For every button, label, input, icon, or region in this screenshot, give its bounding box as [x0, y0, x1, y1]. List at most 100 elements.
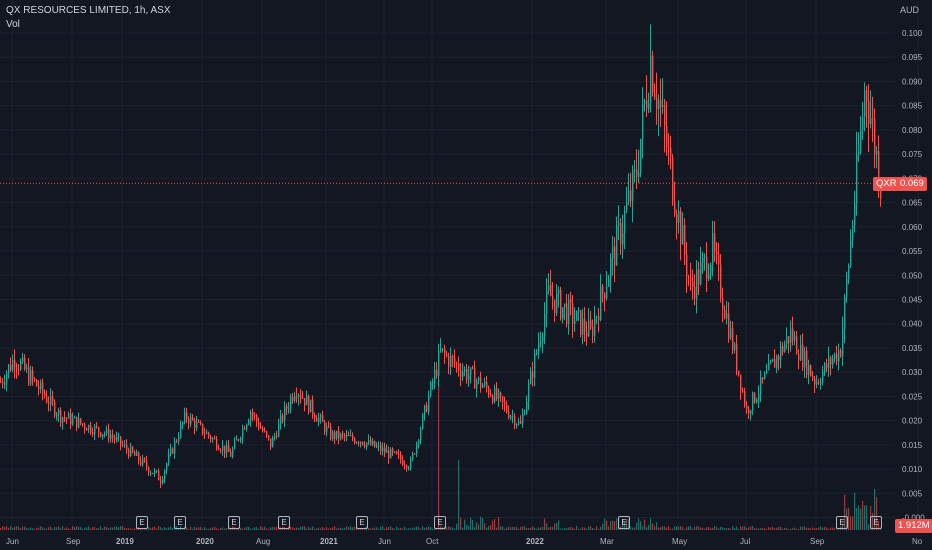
- candle-body: [702, 258, 704, 263]
- volume-bar: [598, 528, 600, 530]
- candle-body: [724, 309, 726, 319]
- candle-body: [96, 425, 98, 428]
- earnings-marker[interactable]: E: [174, 516, 186, 529]
- candle-body: [854, 203, 856, 226]
- candle-body: [110, 435, 112, 439]
- candle-body: [240, 437, 242, 441]
- earnings-marker[interactable]: E: [836, 516, 848, 529]
- time-axis: Jun Sep 2019 2020 Aug 2021 Jun Oct 2022 Mar May Jul…: [6, 537, 923, 546]
- candle-body: [330, 426, 332, 439]
- volume-bar: [744, 526, 746, 530]
- candle-body: [460, 371, 462, 377]
- x-tick-label: Jun: [378, 537, 391, 546]
- volume-bar: [76, 526, 78, 530]
- volume-bar: [678, 526, 680, 530]
- earnings-marker[interactable]: E: [228, 516, 240, 529]
- candle-body: [104, 433, 106, 435]
- candle-body: [768, 362, 770, 371]
- volume-bar: [804, 526, 806, 530]
- candle-body: [386, 450, 388, 453]
- volume-bar: [326, 527, 328, 530]
- volume-bar: [186, 527, 188, 530]
- candle-body: [518, 421, 520, 425]
- earnings-marker[interactable]: E: [434, 516, 446, 529]
- volume-bar: [46, 528, 48, 530]
- volume-bar: [134, 528, 136, 530]
- candle-body: [98, 427, 100, 433]
- candle-body: [336, 430, 338, 439]
- candle-body: [208, 432, 210, 436]
- candle-body: [326, 426, 328, 432]
- volume-bar: [496, 527, 498, 530]
- candle-body: [830, 357, 832, 365]
- volume-bar: [14, 526, 16, 530]
- candle-body: [22, 357, 24, 362]
- candle-body: [880, 189, 882, 200]
- volume-bar: [292, 527, 294, 530]
- candle-body: [772, 359, 774, 362]
- candle-body: [760, 377, 762, 394]
- candle-body: [198, 421, 200, 423]
- earnings-marker[interactable]: E: [278, 516, 290, 529]
- y-tick-label: 0.015: [902, 441, 923, 450]
- earnings-marker[interactable]: E: [356, 516, 368, 529]
- volume-bar: [726, 528, 728, 530]
- volume-bar: [322, 526, 324, 530]
- volume-bar: [164, 527, 166, 530]
- volume-bar: [790, 528, 792, 530]
- volume-bar: [850, 515, 852, 530]
- candle-body: [36, 380, 38, 387]
- volume-bar: [306, 528, 308, 530]
- volume-bar: [308, 526, 310, 530]
- volume-bar: [858, 505, 860, 530]
- volume-bar: [848, 507, 850, 530]
- candle-body: [446, 354, 448, 356]
- volume-bar: [162, 528, 164, 530]
- volume-bar: [336, 528, 338, 530]
- earnings-marker[interactable]: E: [618, 516, 630, 529]
- currency-label: AUD: [900, 5, 920, 15]
- candle-body: [872, 118, 874, 120]
- volume-bar: [192, 528, 194, 530]
- candle-body: [438, 350, 440, 377]
- volume-bar: [88, 526, 90, 530]
- volume-bar: [352, 527, 354, 530]
- volume-bar: [34, 528, 36, 530]
- candle-body: [234, 440, 236, 449]
- volume-bar: [456, 523, 458, 530]
- candle-body: [272, 437, 274, 448]
- candle-body: [428, 396, 430, 412]
- volume-bar: [802, 526, 804, 530]
- x-tick-label: 2020: [196, 537, 214, 546]
- volume-bar: [80, 527, 82, 530]
- volume-bar: [524, 526, 526, 530]
- volume-bar: [622, 518, 624, 530]
- volume-bar: [122, 526, 124, 530]
- volume-bar: [592, 528, 594, 530]
- volume-bar: [868, 524, 870, 530]
- candle-body: [246, 424, 248, 430]
- candle-body: [318, 417, 320, 422]
- volume-bar: [52, 528, 54, 530]
- volume-bar: [818, 527, 820, 530]
- candle-body: [486, 381, 488, 388]
- y-tick-label: -0.000: [902, 514, 925, 523]
- volume-bar: [428, 526, 430, 530]
- volume-bar: [658, 527, 660, 530]
- volume-bar: [682, 526, 684, 530]
- volume-bar: [824, 526, 826, 530]
- candle-body: [744, 391, 746, 406]
- candle-body: [12, 359, 14, 371]
- candle-body: [432, 382, 434, 384]
- volume-bar: [584, 527, 586, 530]
- candle-body: [802, 344, 804, 368]
- candle-body: [262, 428, 264, 432]
- volume-bar: [412, 527, 414, 530]
- earnings-marker[interactable]: E: [870, 516, 882, 529]
- candle-body: [602, 286, 604, 294]
- volume-bar: [692, 528, 694, 530]
- candle-body: [670, 147, 672, 157]
- volume-bar: [768, 527, 770, 530]
- earnings-marker[interactable]: E: [136, 516, 148, 529]
